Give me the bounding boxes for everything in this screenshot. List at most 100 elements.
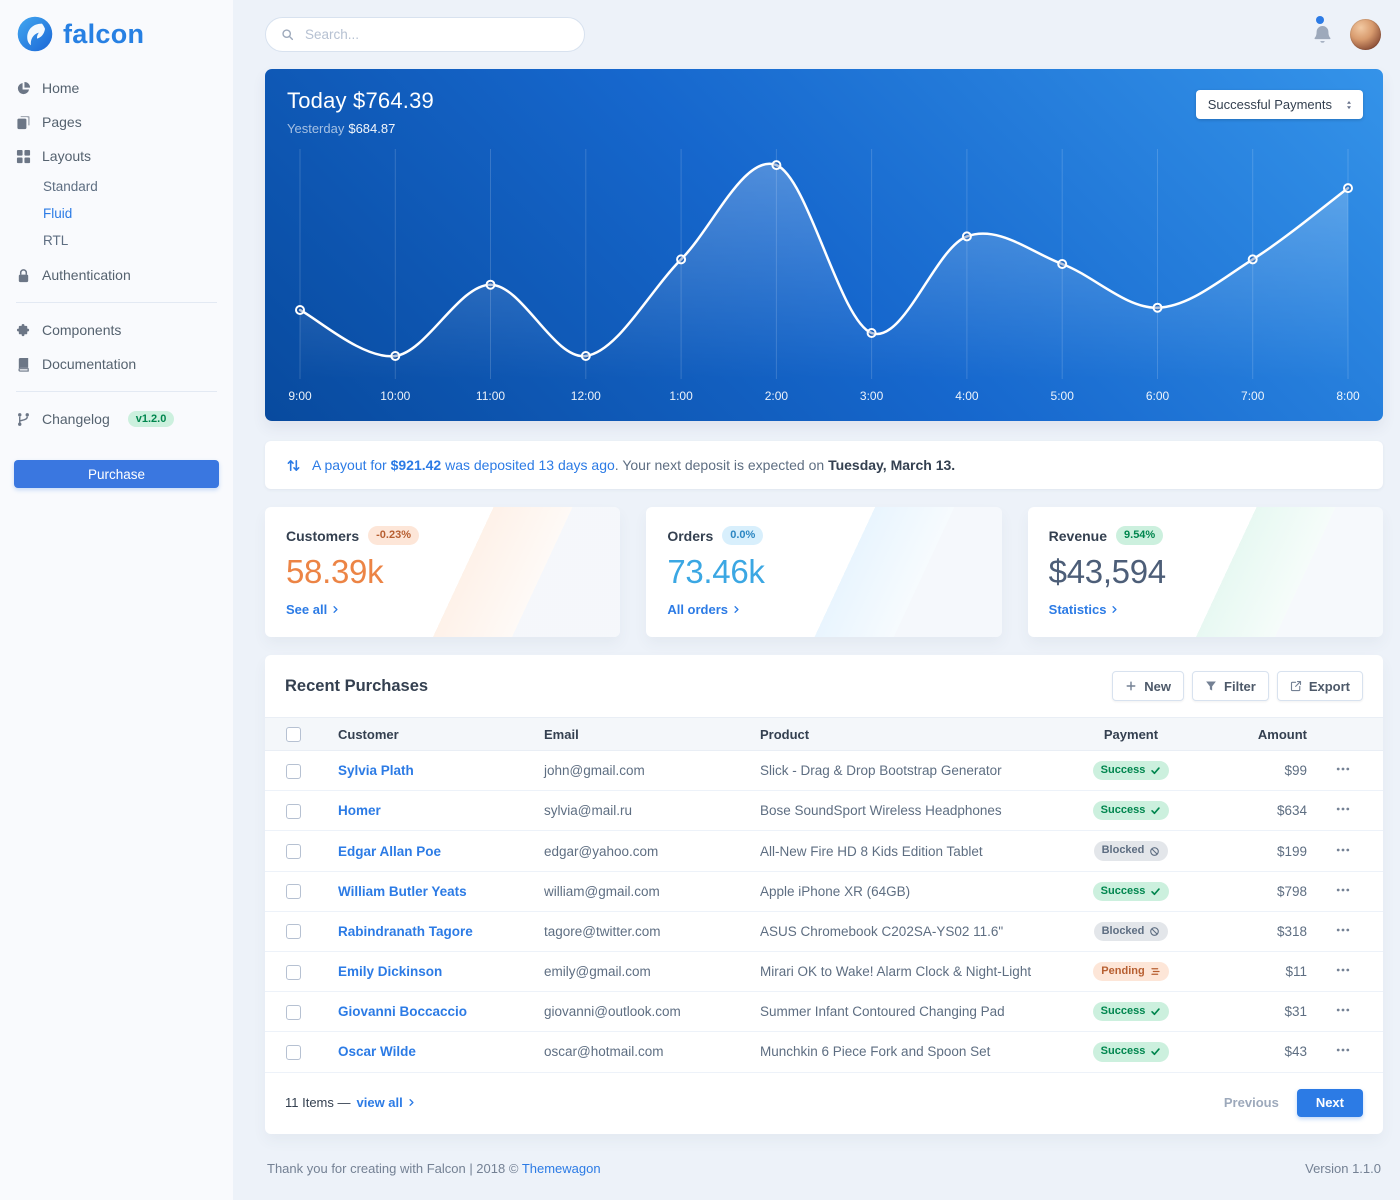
row-actions-button[interactable] xyxy=(1335,1042,1351,1058)
row-checkbox[interactable] xyxy=(286,763,301,779)
svg-text:7:00: 7:00 xyxy=(1241,389,1265,403)
column-header-product[interactable]: Product xyxy=(752,716,1053,752)
previous-button[interactable]: Previous xyxy=(1223,1095,1279,1111)
code-branch-icon xyxy=(16,412,31,427)
stat-link-statistics[interactable]: Statistics xyxy=(1049,602,1120,617)
search-box[interactable] xyxy=(265,17,585,52)
sidebar-item-label: Documentation xyxy=(42,356,137,372)
row-actions-button[interactable] xyxy=(1335,962,1351,978)
row-checkbox[interactable] xyxy=(286,1044,301,1060)
svg-text:4:00: 4:00 xyxy=(955,389,979,403)
sidebar-item-documentation[interactable]: Documentation xyxy=(16,347,217,381)
stat-title: Orders xyxy=(667,527,714,544)
search-input[interactable] xyxy=(303,26,569,43)
email-cell: sylvia@mail.ru xyxy=(536,790,752,832)
notifications-button[interactable] xyxy=(1312,16,1333,45)
export-button[interactable]: Export xyxy=(1276,671,1363,701)
row-checkbox[interactable] xyxy=(286,844,301,859)
row-actions-button[interactable] xyxy=(1335,1002,1351,1018)
sidebar-item-components[interactable]: Components xyxy=(16,313,217,347)
amount-cell: $11 xyxy=(1209,951,1315,993)
email-cell: oscar@hotmail.com xyxy=(536,1031,752,1073)
check-icon xyxy=(1150,886,1161,897)
topbar xyxy=(265,0,1383,69)
customer-link[interactable]: Emily Dickinson xyxy=(338,964,443,980)
amount-cell: $798 xyxy=(1209,871,1315,912)
row-checkbox[interactable] xyxy=(286,964,301,980)
payments-chart-card: Today $764.39 Yesterday $684.87 Successfu… xyxy=(265,69,1383,421)
select-all-checkbox[interactable] xyxy=(286,727,301,743)
ellipsis-icon xyxy=(1335,922,1351,938)
payout-link[interactable]: A payout for $921.42 was deposited 13 da… xyxy=(312,457,615,473)
row-actions-button[interactable] xyxy=(1335,882,1351,898)
payment-status-label: Pending xyxy=(1101,965,1145,977)
user-avatar[interactable] xyxy=(1350,19,1381,50)
customer-link[interactable]: Rabindranath Tagore xyxy=(338,923,473,939)
view-all-label: view all xyxy=(356,1095,403,1111)
customer-link[interactable]: Homer xyxy=(338,803,381,819)
chevron-right-icon xyxy=(331,605,340,614)
row-checkbox[interactable] xyxy=(286,1004,301,1020)
payment-status-label: Blocked xyxy=(1101,844,1145,857)
sidebar-item-label: Changelog xyxy=(42,411,110,427)
stream-icon xyxy=(1150,966,1161,977)
stat-value: 58.39k xyxy=(286,553,384,591)
stat-change-badge: 9.54% xyxy=(1116,526,1164,546)
svg-text:3:00: 3:00 xyxy=(860,389,884,403)
bell-icon xyxy=(1312,24,1333,45)
sidebar-item-label: Home xyxy=(42,80,80,96)
sidebar: falcon Home Pages Layouts Standard Fluid RTL A… xyxy=(0,0,233,1200)
sidebar-item-home[interactable]: Home xyxy=(16,71,217,105)
row-actions-button[interactable] xyxy=(1335,922,1351,938)
yesterday-label: Yesterday xyxy=(287,121,345,136)
column-header-payment[interactable]: Payment xyxy=(1053,716,1209,752)
row-actions-button[interactable] xyxy=(1335,761,1351,777)
chevron-right-icon xyxy=(407,1098,416,1107)
pagination: Previous Next xyxy=(1223,1088,1363,1117)
purchases-header: Recent Purchases New Filter Export xyxy=(265,655,1383,717)
customer-link[interactable]: Edgar Allan Poe xyxy=(338,843,442,859)
stat-link-see-all[interactable]: See all xyxy=(286,602,340,617)
chart-range-select[interactable]: Successful Payments xyxy=(1195,90,1363,119)
payment-status-badge: Success xyxy=(1092,1042,1170,1062)
row-actions-button[interactable] xyxy=(1335,801,1351,817)
sidebar-item-changelog[interactable]: Changelog v1.2.0 xyxy=(16,402,217,436)
column-header-email[interactable]: Email xyxy=(536,716,752,752)
customer-link[interactable]: William Butler Yeats xyxy=(338,883,467,899)
next-button[interactable]: Next xyxy=(1296,1088,1363,1117)
column-header-customer[interactable]: Customer xyxy=(330,716,536,752)
sidebar-subitem-standard[interactable]: Standard xyxy=(43,179,98,194)
table-row: William Butler Yeats william@gmail.com App… xyxy=(265,871,1383,912)
view-all-link[interactable]: view all xyxy=(357,1095,416,1110)
sidebar-item-authentication[interactable]: Authentication xyxy=(16,258,217,292)
stat-link-all-orders[interactable]: All orders xyxy=(667,602,741,617)
sidebar-subitem-rtl[interactable]: RTL xyxy=(43,233,69,248)
recent-purchases-title: Recent Purchases xyxy=(285,676,429,695)
sidebar-item-label: Components xyxy=(42,322,122,338)
row-checkbox[interactable] xyxy=(286,803,301,819)
customer-link[interactable]: Giovanni Boccaccio xyxy=(338,1004,468,1020)
purchase-button[interactable]: Purchase xyxy=(14,460,219,488)
filter-button[interactable]: Filter xyxy=(1192,671,1269,701)
payment-status-badge: Success xyxy=(1092,801,1170,821)
row-actions-button[interactable] xyxy=(1335,842,1351,858)
customer-link[interactable]: Oscar Wilde xyxy=(338,1044,416,1060)
sidebar-item-layouts[interactable]: Layouts xyxy=(16,139,217,173)
email-cell: john@gmail.com xyxy=(536,750,752,792)
table-row: Homer sylvia@mail.ru Bose SoundSport Wirel… xyxy=(265,790,1383,832)
payment-status-label: Success xyxy=(1100,1005,1146,1018)
pages-icon xyxy=(16,115,31,130)
column-header-amount[interactable]: Amount xyxy=(1209,716,1315,752)
brand-logo[interactable]: falcon xyxy=(0,0,233,71)
sidebar-item-pages[interactable]: Pages xyxy=(16,105,217,139)
new-button[interactable]: New xyxy=(1112,671,1185,701)
row-checkbox[interactable] xyxy=(286,884,301,900)
payout-notice: A payout for $921.42 was deposited 13 da… xyxy=(265,441,1383,489)
customer-link[interactable]: Sylvia Plath xyxy=(338,763,414,779)
sidebar-subitem-fluid[interactable]: Fluid xyxy=(43,206,73,221)
grid-icon xyxy=(16,149,31,164)
purchases-table: Customer Email Product Payment Amount Sylvia… xyxy=(265,716,1383,1073)
row-checkbox[interactable] xyxy=(286,924,301,940)
themewagon-link[interactable]: Themewagon xyxy=(521,1160,601,1176)
chart-title: Today $764.39 xyxy=(287,88,434,113)
